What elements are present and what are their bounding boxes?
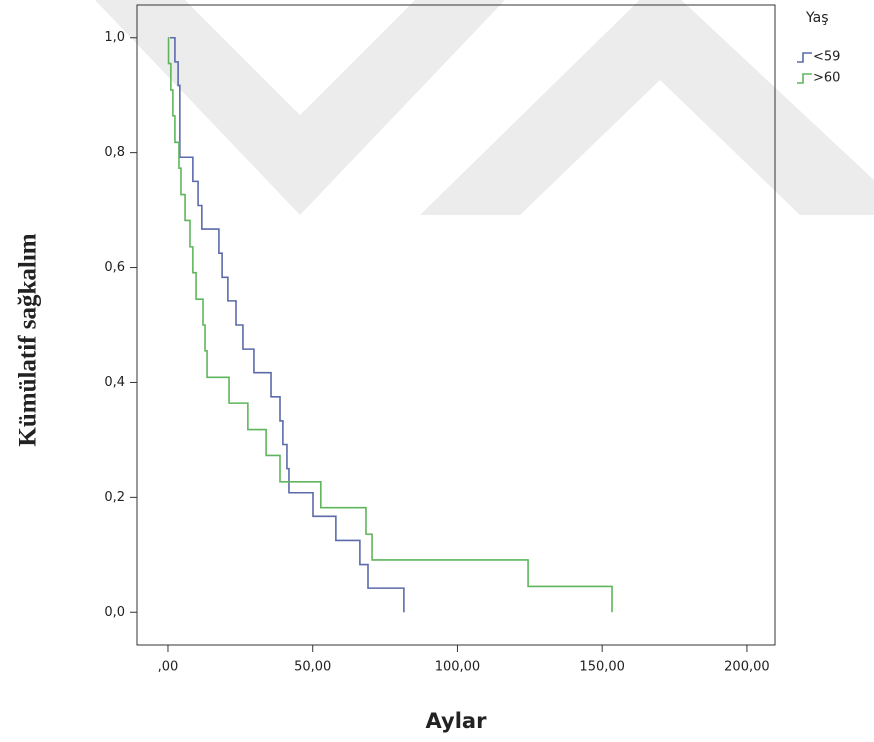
watermark-chevron [420,0,874,215]
x-tick-label: 50,00 [294,660,331,675]
y-tick-label: 0,4 [104,375,125,390]
y-axis-label: Kümülatif sağkalım [15,233,42,446]
legend-swatch [797,73,812,84]
watermark-chevron [95,0,505,215]
legend-swatch [797,52,812,63]
x-tick-label: 150,00 [579,660,625,675]
legend-label: >60 [813,71,840,86]
legend-label: <59 [813,50,840,65]
y-tick-label: 0,2 [104,490,125,505]
survival-curve [170,36,405,613]
legend-title: Yaş [805,10,829,26]
y-tick-label: 0,0 [104,605,125,620]
y-tick-label: 1,0 [104,30,125,45]
x-tick-label: 200,00 [724,660,770,675]
watermark [95,0,874,215]
survival-curve [167,36,613,613]
plot-frame [136,4,776,646]
x-tick-label: ,00 [158,660,179,675]
x-tick-label: 100,00 [435,660,481,675]
x-axis-label: Aylar [426,709,488,733]
y-tick-label: 0,6 [104,260,125,275]
y-tick-label: 0,8 [104,145,125,160]
